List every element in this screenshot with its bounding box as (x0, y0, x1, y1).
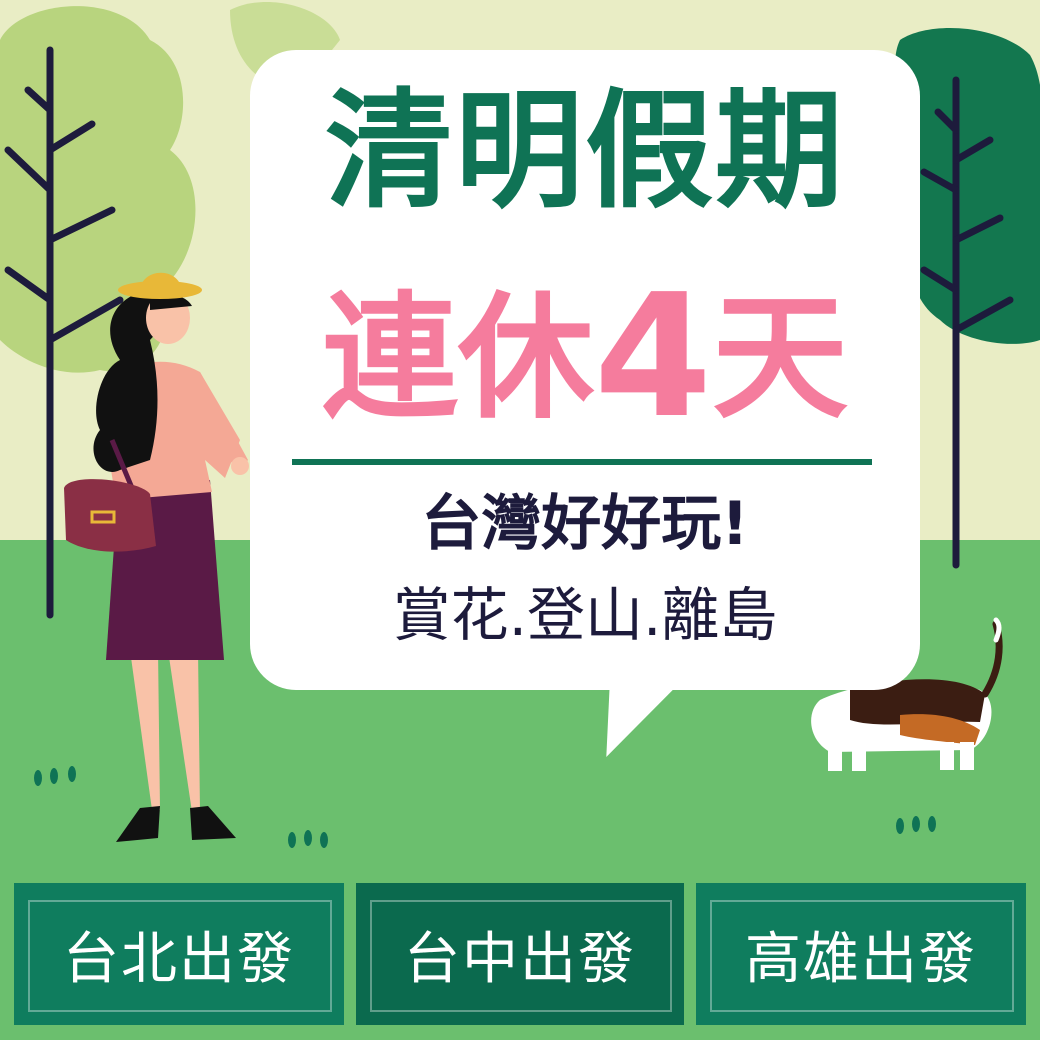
headline-divider (292, 459, 872, 465)
headline-day-count: 4 (593, 258, 713, 456)
depart-kaohsiung-button[interactable]: 高雄出發 (696, 883, 1026, 1025)
headline-title: 清明假期 (324, 77, 845, 226)
activities-list: 賞花.登山.離島 (392, 581, 778, 649)
left-tree-trunk (4, 46, 124, 619)
woman-illustration (64, 272, 249, 842)
grass-tufts (34, 766, 936, 848)
headline-suffix: 天 (712, 280, 849, 438)
right-tree-trunk (920, 76, 1014, 569)
headline-prefix: 連休 (321, 280, 594, 438)
headline-holiday-length: 連休4天 (250, 262, 920, 442)
depart-taichung-button[interactable]: 台中出發 (356, 883, 684, 1025)
right-tree-foliage (895, 28, 1040, 344)
speech-bubble (250, 50, 920, 690)
depart-taipei-button[interactable]: 台北出發 (14, 883, 344, 1025)
tagline: 台灣好好玩! (421, 489, 749, 559)
